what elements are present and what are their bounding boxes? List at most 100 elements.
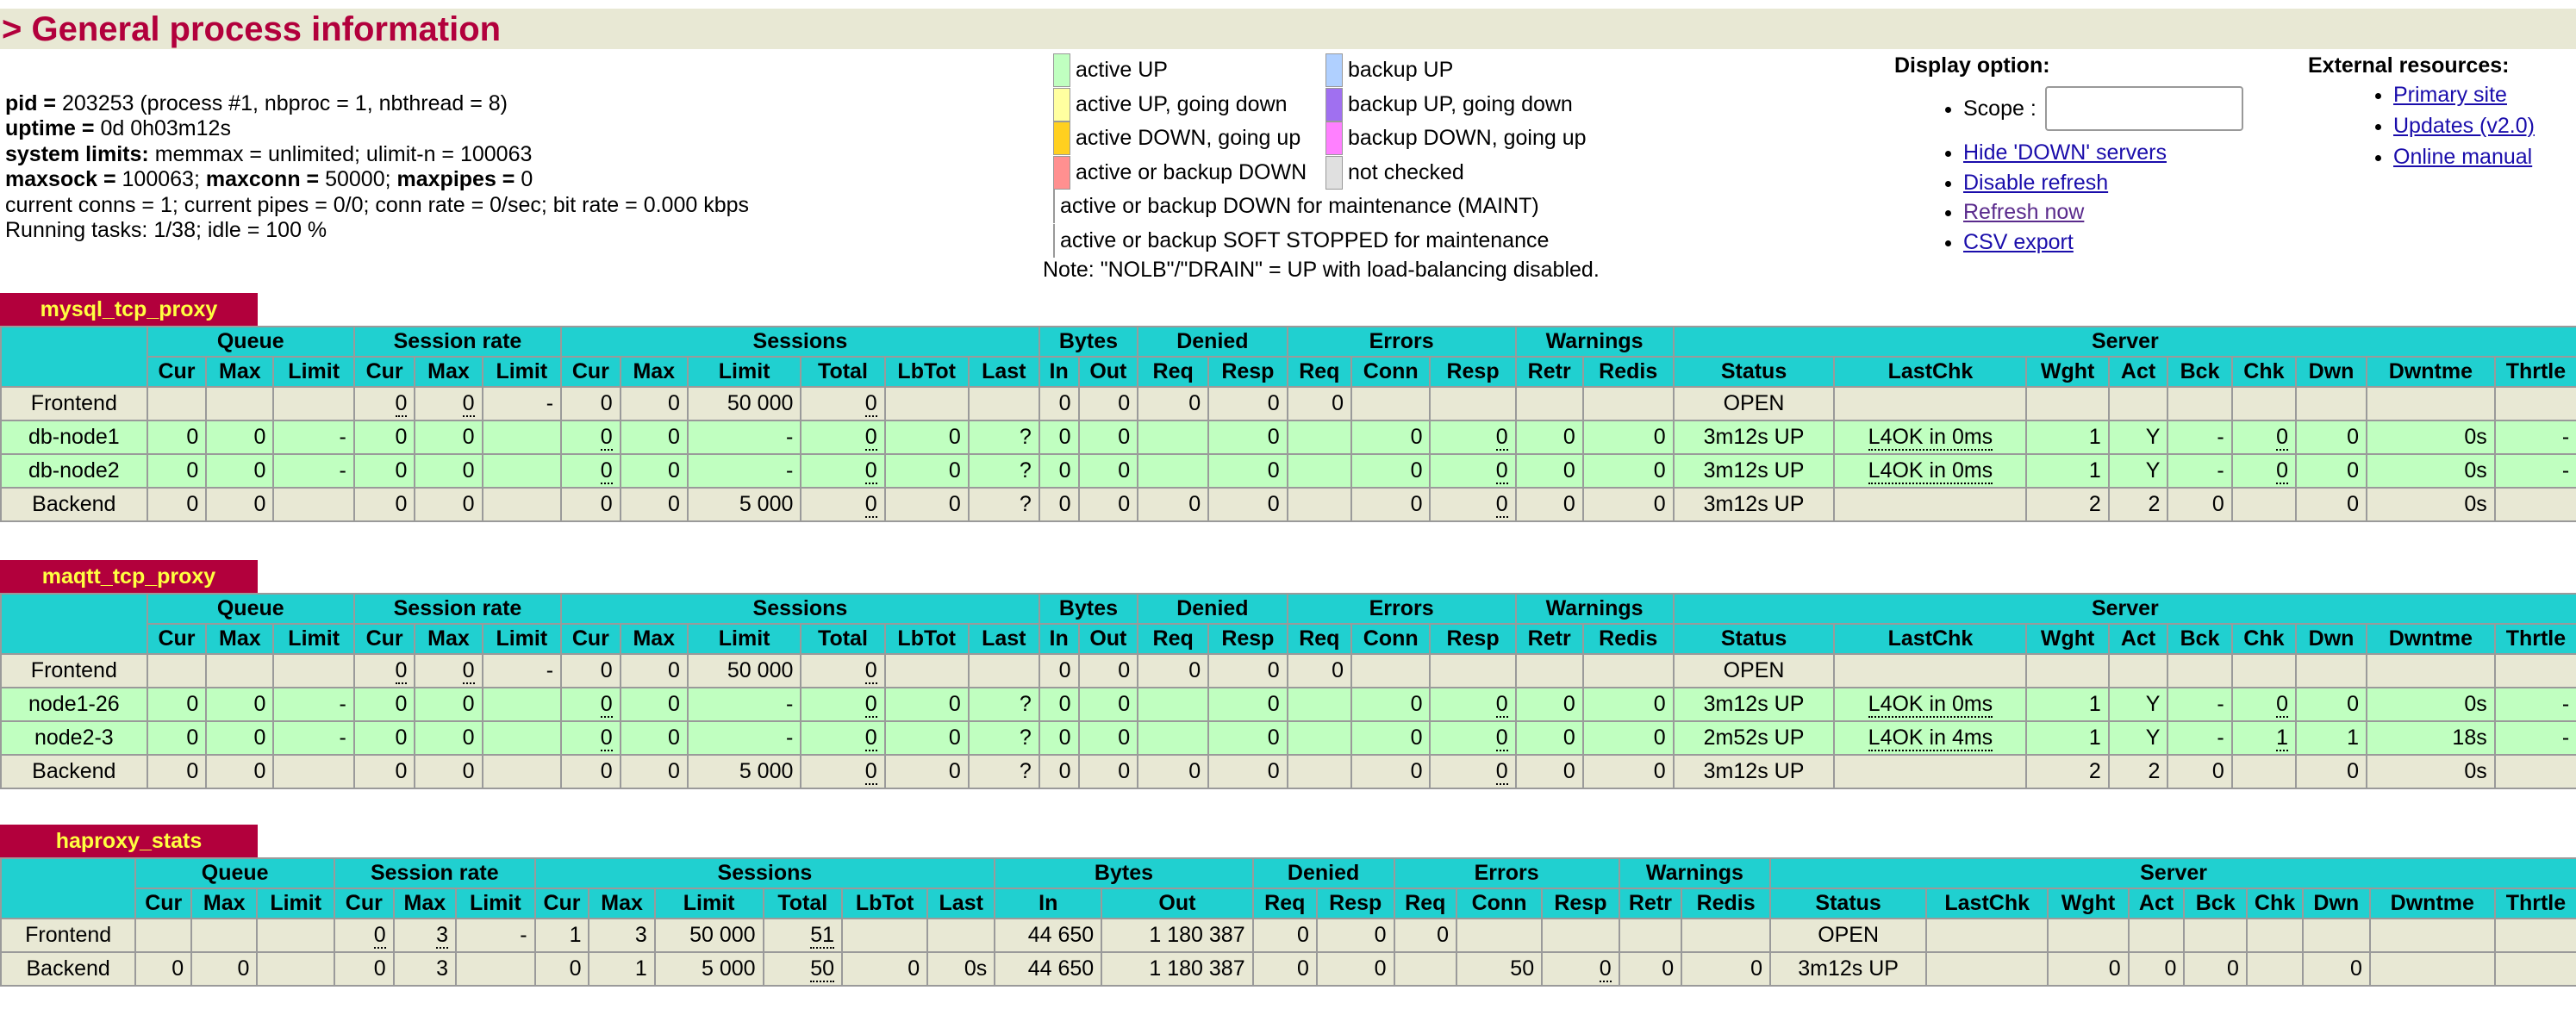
stat-value: 0 xyxy=(1058,492,1071,516)
stats-table: Queue Session rate Sessions Bytes Denied Erro… xyxy=(0,857,2576,987)
option-link[interactable]: Hide 'DOWN' servers xyxy=(1963,140,2167,165)
option-link[interactable]: Refresh now xyxy=(1963,200,2085,224)
stat-cell: 0 xyxy=(1207,754,1288,789)
stat-cell: 0 xyxy=(1207,453,1288,489)
stat-cell xyxy=(481,420,563,455)
stat-cell xyxy=(481,687,563,722)
stat-value: 0 xyxy=(864,658,877,684)
stat-cell: 0 xyxy=(1429,720,1517,756)
option-item: Refresh now xyxy=(1963,197,2243,227)
info-text: 50000; xyxy=(325,167,397,192)
stat-cell: 0 xyxy=(2230,687,2298,722)
stat-value: 5 000 xyxy=(701,956,756,981)
stat-cell xyxy=(841,918,929,953)
stat-cell: 0 xyxy=(414,386,483,421)
stat-cell xyxy=(2295,386,2368,421)
legend-item: backup UP, going down xyxy=(1325,87,1619,122)
stat-cell xyxy=(1581,653,1675,688)
stat-cell xyxy=(1833,487,2028,522)
resource-link[interactable]: Primary site xyxy=(2393,83,2507,107)
column-header: LastChk xyxy=(1925,888,2049,919)
stat-cell xyxy=(1514,386,1584,421)
row-name: db-node2 xyxy=(0,453,148,489)
stat-value: 0 xyxy=(667,425,680,449)
stat-cell: 0 xyxy=(2167,754,2233,789)
column-header: Cur xyxy=(560,623,621,655)
stat-value: 0 xyxy=(462,492,475,516)
stat-cell: 0 xyxy=(1350,687,1431,722)
column-header: Resp xyxy=(1207,623,1288,655)
stat-value: 0 xyxy=(667,759,680,783)
stat-cell: OPEN xyxy=(1769,918,1928,953)
stat-value: 0 xyxy=(395,391,408,417)
legend-note: Note: "NOLB"/"DRAIN" = UP with load-bala… xyxy=(1043,258,1600,282)
stat-value: 44 650 xyxy=(1027,956,1095,981)
stat-value: 0 xyxy=(1653,759,1666,783)
column-header: Resp xyxy=(1429,356,1517,388)
resource-item: Online manual xyxy=(2393,141,2535,172)
column-header: Max xyxy=(205,623,275,655)
stat-cell: 0 xyxy=(1429,453,1517,489)
stat-value: - xyxy=(2217,425,2224,449)
stat-value: 0 xyxy=(395,658,408,684)
stat-value: 0 xyxy=(1410,759,1423,783)
stat-cell: 0 xyxy=(205,487,275,522)
column-header-row: Cur Max Limit Cur Max Limit Cur Max Limit Total Lb… xyxy=(1,888,2576,919)
stat-value: 0 xyxy=(1495,425,1508,451)
stat-cell: 0 xyxy=(1251,918,1318,953)
stat-value: 0 xyxy=(1653,458,1666,483)
resource-item: Updates (v2.0) xyxy=(2393,110,2535,141)
stat-value: 0 xyxy=(2276,692,2289,718)
stat-cell xyxy=(1581,386,1675,421)
stat-cell xyxy=(272,653,355,688)
group-header: Denied xyxy=(1137,593,1288,625)
legend-swatch xyxy=(1053,53,1070,88)
stat-cell: 0 xyxy=(1207,420,1288,455)
stat-cell: 0s xyxy=(2366,453,2496,489)
stat-value: 1 xyxy=(2088,458,2101,483)
column-header: Redis xyxy=(1681,888,1772,919)
stat-value: 0 xyxy=(1267,391,1280,415)
stat-cell: 50 000 xyxy=(686,386,802,421)
stat-cell xyxy=(2107,653,2169,688)
stat-cell: 0 xyxy=(1038,687,1080,722)
stat-cell: 0 xyxy=(2295,754,2368,789)
stat-cell: 0 xyxy=(1350,487,1431,522)
stat-value: 0 xyxy=(186,726,199,750)
info-text: 0 xyxy=(521,167,533,192)
stat-cell: 0 xyxy=(205,754,275,789)
stat-cell xyxy=(2127,918,2186,953)
stat-value: Y xyxy=(2145,726,2161,750)
resource-link[interactable]: Online manual xyxy=(2393,145,2533,169)
scope-item: Scope : xyxy=(1963,79,2243,138)
stat-value: OPEN xyxy=(1723,658,1785,682)
stat-value: 0 xyxy=(2347,492,2360,516)
stat-cell: 0s xyxy=(926,951,996,987)
stat-cell: - xyxy=(272,687,355,722)
stat-cell: 0 xyxy=(1038,754,1080,789)
stat-cell: 0 xyxy=(352,687,416,722)
stat-cell: 0 xyxy=(883,754,970,789)
legend-item: active or backup DOWN for maintenance (M… xyxy=(1053,190,1539,224)
option-link[interactable]: Disable refresh xyxy=(1963,170,2109,195)
stat-cell xyxy=(1393,951,1457,987)
stat-value: 0s xyxy=(2464,492,2487,516)
stat-value: 0 xyxy=(1297,956,1309,981)
stat-cell xyxy=(146,653,208,688)
stat-value: 1 xyxy=(634,956,647,981)
stat-cell xyxy=(2368,918,2496,953)
legend-swatch xyxy=(1325,155,1343,190)
stat-value: 0 xyxy=(2108,956,2121,981)
resource-link[interactable]: Updates (v2.0) xyxy=(2393,114,2535,138)
column-header: Conn xyxy=(1455,888,1544,919)
legend-label: active DOWN, going up xyxy=(1076,126,1301,151)
stat-cell: 0 xyxy=(352,420,416,455)
stat-cell: 0 xyxy=(1077,754,1139,789)
scope-input[interactable] xyxy=(2044,86,2243,131)
option-link[interactable]: CSV export xyxy=(1963,229,2074,254)
column-header: Retr xyxy=(1618,888,1683,919)
stat-cell: Y xyxy=(2107,453,2169,489)
stat-cell: 0 xyxy=(352,653,416,688)
stat-cell: 3 xyxy=(392,951,458,987)
stat-cell: 0 xyxy=(1077,720,1139,756)
